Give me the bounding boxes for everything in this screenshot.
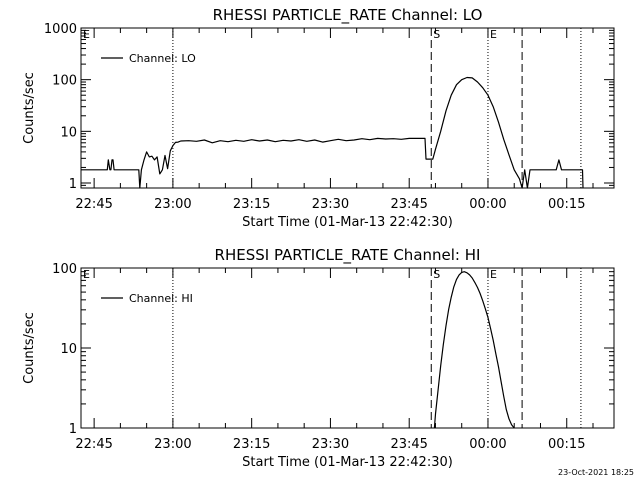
- plot-frame-1: [80, 27, 615, 189]
- x-axis-label-2: Start Time (01-Mar-13 22:42:30): [242, 455, 453, 470]
- chart-title-1: RHESSI PARTICLE_RATE Channel: LO: [213, 6, 483, 25]
- y-tick-label-2: 10: [60, 342, 77, 357]
- event-label-2: E: [490, 268, 497, 281]
- x-tick-label-1: 23:00: [154, 197, 191, 212]
- left-marker-1: E: [83, 28, 90, 41]
- event-label-1: S: [433, 28, 440, 41]
- x-tick-label-2: 22:45: [75, 437, 112, 452]
- y-tick-label-1: 100: [52, 74, 77, 89]
- x-tick-label-1: 23:15: [233, 197, 270, 212]
- event-label-2: S: [433, 268, 440, 281]
- y-tick-label-2: 1: [69, 422, 77, 437]
- x-tick-label-1: 00:15: [548, 197, 585, 212]
- data-line-1: [81, 76, 584, 189]
- x-tick-label-1: 23:30: [312, 197, 349, 212]
- y-tick-label-2: 100: [52, 262, 77, 277]
- legend-label-2: Channel: HI: [129, 292, 193, 305]
- y-tick-label-1: 10: [60, 125, 77, 140]
- data-line-2: [433, 271, 515, 429]
- y-axis-label-2: Counts/sec: [22, 312, 37, 384]
- y-tick-label-1: 1: [69, 177, 77, 192]
- y-tick-label-1: 1000: [44, 22, 77, 37]
- x-tick-label-1: 00:00: [469, 197, 506, 212]
- legend-label-1: Channel: LO: [129, 52, 196, 65]
- x-tick-label-2: 00:15: [548, 437, 585, 452]
- x-tick-label-1: 23:45: [390, 197, 427, 212]
- left-marker-2: E: [83, 268, 90, 281]
- plot-timestamp: 23-Oct-2021 18:25: [558, 468, 634, 477]
- x-tick-label-2: 23:45: [390, 437, 427, 452]
- x-tick-label-2: 23:30: [312, 437, 349, 452]
- chart-title-2: RHESSI PARTICLE_RATE Channel: HI: [215, 246, 481, 265]
- x-tick-label-2: 00:00: [469, 437, 506, 452]
- x-tick-label-2: 23:00: [154, 437, 191, 452]
- x-axis-label-1: Start Time (01-Mar-13 22:42:30): [242, 215, 453, 230]
- x-tick-label-2: 23:15: [233, 437, 270, 452]
- event-label-1: E: [490, 28, 497, 41]
- x-tick-label-1: 22:45: [75, 197, 112, 212]
- y-axis-label-1: Counts/sec: [22, 72, 37, 144]
